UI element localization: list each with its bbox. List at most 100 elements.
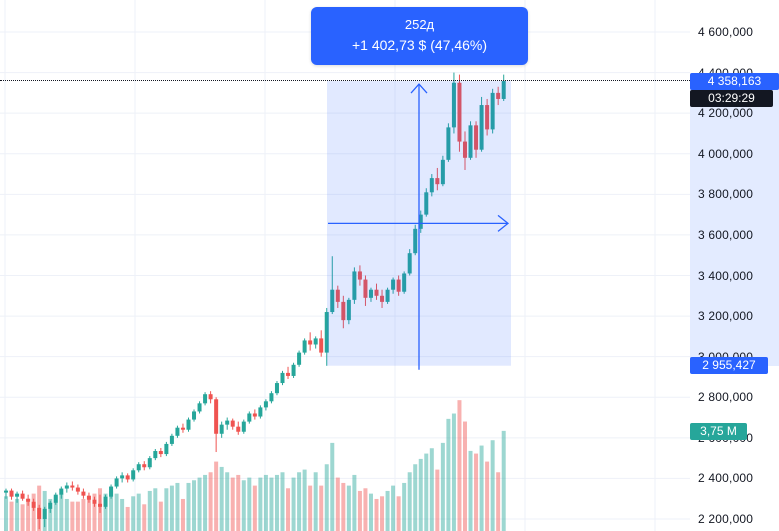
- candle-body: [490, 92, 495, 130]
- candle-body: [158, 451, 163, 455]
- y-axis-tick: 3 400,000: [698, 268, 754, 283]
- volume-bar: [81, 498, 86, 531]
- candle-body: [175, 427, 180, 436]
- volume-bar: [75, 501, 80, 531]
- volume-bar: [236, 474, 241, 531]
- volume-bar: [197, 477, 202, 531]
- volume-bar: [468, 450, 473, 531]
- candle-body: [418, 214, 423, 229]
- volume-bar: [186, 482, 191, 531]
- y-axis-tick: 3 800,000: [698, 187, 754, 202]
- candle-body: [479, 105, 484, 150]
- candle-body: [103, 496, 108, 507]
- candle-body: [346, 299, 351, 321]
- volume-bar: [59, 493, 64, 531]
- volume-bar: [4, 496, 8, 531]
- candle-body: [70, 485, 75, 488]
- volume-bar: [435, 469, 440, 531]
- volume-bar: [125, 506, 130, 531]
- volume-bar: [402, 482, 407, 531]
- volume-label: 3,75 M: [690, 423, 747, 440]
- candle-body: [413, 228, 418, 254]
- measure-start-price-label: 2 955,427: [690, 357, 768, 375]
- candle-body: [286, 372, 291, 376]
- candle-body: [451, 82, 456, 128]
- volume-bar: [64, 498, 69, 531]
- volume-bar: [258, 477, 263, 531]
- volume-bar: [15, 498, 20, 531]
- volume-bar: [20, 504, 25, 531]
- y-axis-tick: 3 600,000: [698, 227, 754, 242]
- volume-bar: [230, 477, 235, 531]
- candle-body: [20, 493, 25, 499]
- y-axis-tick: 2 800,000: [698, 390, 754, 405]
- candle-body: [131, 470, 136, 480]
- volume-bar: [368, 493, 373, 531]
- candle-body: [429, 178, 434, 193]
- candle-body: [269, 393, 274, 402]
- candle-body: [274, 383, 279, 394]
- volume-bar: [380, 496, 385, 531]
- measure-tooltip: 252д +1 402,73 $ (47,46%): [311, 7, 528, 65]
- candle-body: [280, 372, 285, 384]
- volume-bar: [158, 501, 163, 531]
- current-price-label: 4 358,163: [690, 72, 779, 90]
- candle-body: [92, 499, 97, 504]
- bar-countdown-label: 03:29:29: [690, 89, 773, 107]
- candle-body: [48, 502, 53, 509]
- candle-body: [485, 105, 490, 130]
- volume-bar: [280, 472, 285, 531]
- candle-body: [197, 403, 202, 412]
- volume-bar: [346, 485, 351, 531]
- candle-body: [407, 253, 412, 274]
- candle-body: [219, 424, 224, 434]
- candle-body: [214, 399, 219, 434]
- candle-body: [142, 464, 147, 468]
- volume-bar: [363, 488, 368, 531]
- volume-bar: [70, 501, 75, 531]
- volume-bar: [291, 477, 296, 531]
- volume-bar: [457, 400, 462, 531]
- volume-bar: [501, 430, 506, 531]
- candle-body: [496, 92, 501, 99]
- candle-body: [308, 340, 313, 345]
- volume-bar: [308, 485, 313, 531]
- candle-body: [385, 289, 390, 302]
- candle-body: [230, 420, 235, 427]
- volume-bar: [86, 496, 91, 531]
- volume-bar: [413, 464, 418, 531]
- volume-bar: [9, 501, 14, 531]
- candle-body: [302, 340, 307, 353]
- volume-bar: [136, 493, 141, 531]
- measure-change: +1 402,73 $ (47,46%): [351, 37, 488, 53]
- candle-body: [169, 435, 174, 444]
- volume-bar: [330, 442, 335, 531]
- volume-bar: [429, 448, 434, 531]
- candle-body: [208, 394, 213, 400]
- volume-bar: [120, 498, 125, 531]
- volume-bar: [109, 490, 114, 531]
- candle-body: [109, 486, 114, 497]
- candle-body: [352, 271, 357, 300]
- candle-body: [363, 279, 368, 298]
- volume-bar: [114, 493, 119, 531]
- y-axis-tick: 2 200,000: [698, 512, 754, 526]
- volume-bar: [131, 496, 136, 531]
- volume-bar: [192, 480, 197, 531]
- candle-body: [391, 279, 396, 290]
- volume-bar: [252, 485, 257, 531]
- volume-bar: [180, 498, 185, 531]
- candle-body: [319, 338, 324, 353]
- volume-bar: [263, 474, 268, 531]
- candle-body: [252, 413, 257, 417]
- volume-bar: [490, 440, 495, 531]
- volume-bar: [103, 493, 108, 531]
- volume-bar: [440, 442, 445, 531]
- volume-bar: [474, 453, 479, 531]
- candle-body: [258, 407, 263, 417]
- candle-body: [31, 501, 36, 508]
- candle-body: [136, 464, 141, 471]
